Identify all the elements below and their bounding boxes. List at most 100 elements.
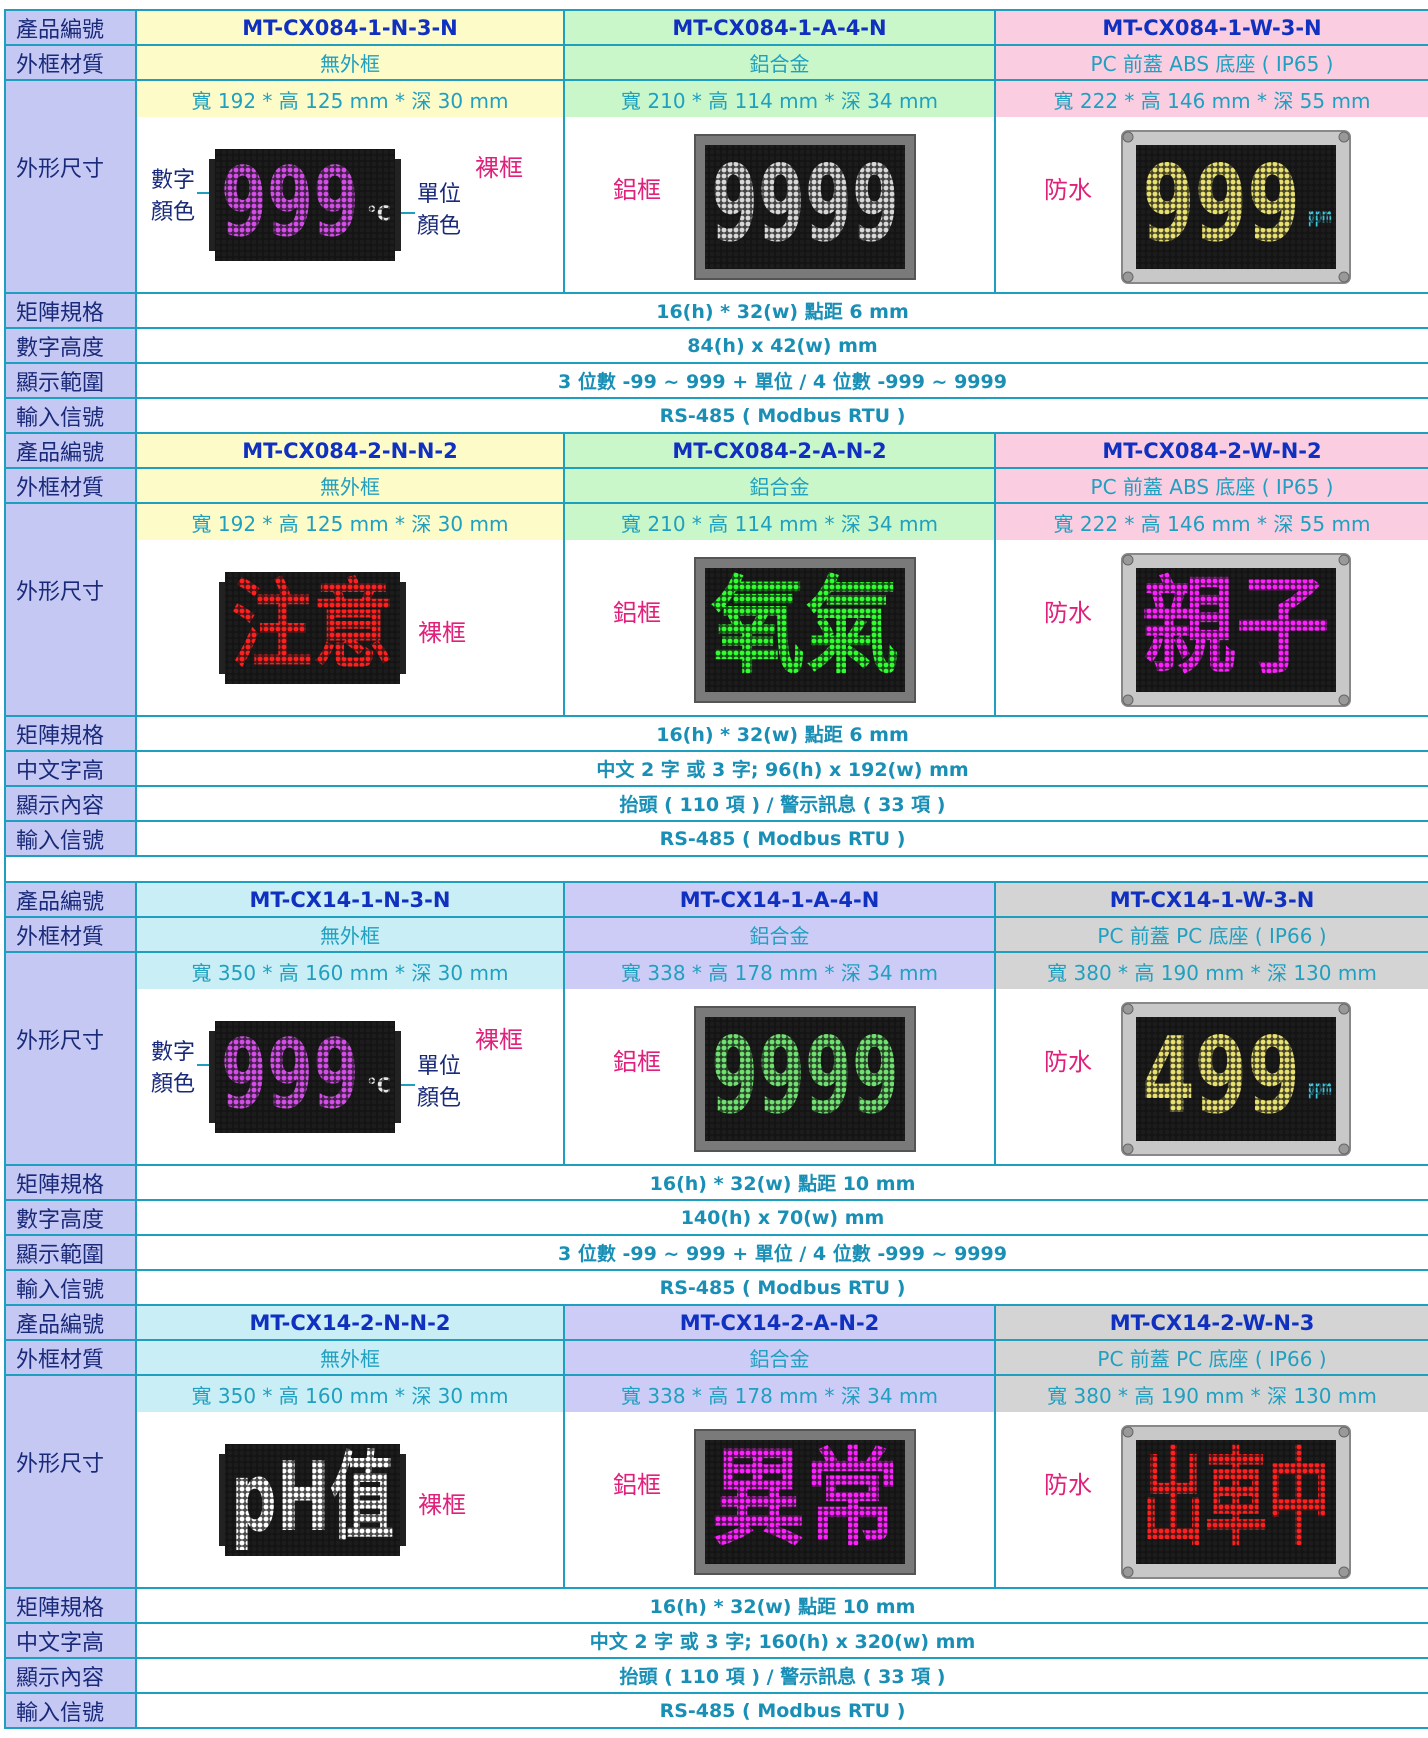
panel-row: 數字顏色單位顏色999°C裸框9999鋁框999ppm防水	[5, 117, 1428, 294]
case-screw	[1338, 1426, 1350, 1437]
dimensions: 寬 338 * 高 178 mm * 深 34 mm	[563, 951, 996, 989]
dimensions: 寬 350 * 高 160 mm * 深 30 mm	[135, 1374, 565, 1412]
model-number: MT-CX14-2-W-N-3	[994, 1304, 1428, 1341]
case-screw	[1122, 1003, 1134, 1014]
led-grid-overlay	[1136, 1016, 1336, 1141]
spec-value: 中文 2 字 或 3 字; 160(h) x 320(w) mm	[135, 1622, 1428, 1659]
gap-cell	[4, 855, 1428, 883]
panel-row: 注意裸框 氧氣鋁框親子防水	[5, 540, 1428, 717]
case-screw	[1122, 131, 1134, 142]
dimensions: 寬 380 * 高 190 mm * 深 130 mm	[994, 1374, 1428, 1412]
led-grid-overlay	[225, 1443, 400, 1556]
panel-image: 氧氣鋁框	[613, 556, 916, 703]
spec-row: 顯示範圍 3 位數 -99 ~ 999 + 單位 / 4 位數 -999 ~ 99…	[4, 362, 1428, 399]
panel-cell: 499ppm防水	[994, 989, 1428, 1166]
frame-callout: 鋁框	[613, 176, 661, 204]
frame-callout: 裸框	[418, 619, 466, 647]
dimensions: 寬 350 * 高 160 mm * 深 30 mm	[135, 951, 565, 989]
panel-image: 數字顏色單位顏色999°C裸框	[151, 147, 523, 261]
models-row: 產品編號 MT-CX084-1-N-3-N MT-CX084-1-A-4-N MT-C…	[4, 9, 1428, 46]
dimensions: 寬 210 * 高 114 mm * 深 34 mm	[563, 502, 996, 540]
panel-cell: 氧氣鋁框	[563, 540, 996, 717]
spec-value: RS-485 ( Modbus RTU )	[135, 1269, 1428, 1306]
frame-callout: 裸框	[418, 1491, 466, 1519]
panel-cell: 出車中防水	[994, 1412, 1428, 1589]
model-number: MT-CX084-2-A-N-2	[563, 432, 996, 469]
led-grid-overlay	[705, 144, 905, 269]
panel-image: 999ppm防水	[1044, 129, 1351, 284]
led-grid-overlay	[215, 1020, 395, 1133]
digit-color-label: 數字	[151, 168, 195, 193]
led-grid-overlay	[215, 148, 395, 261]
panel-cell: 數字顏色單位顏色999°C裸框	[135, 117, 565, 294]
row-label: 外框材質	[4, 916, 137, 953]
row-label: 輸入信號	[4, 397, 137, 434]
spec-value: 中文 2 字 或 3 字; 96(h) x 192(w) mm	[135, 750, 1428, 787]
spec-value: 抬頭 ( 110 項 ) / 警示訊息 ( 33 項 )	[135, 1657, 1428, 1694]
row-label: 中文字高	[4, 750, 137, 787]
unit-color-label: 顏色	[417, 1086, 461, 1111]
panel-row: 數字顏色單位顏色999°C裸框9999鋁框499ppm防水	[5, 989, 1428, 1166]
panel-image: 9999鋁框	[613, 133, 916, 280]
panel-cell: pH值裸框	[135, 1412, 565, 1589]
models-row: 產品編號 MT-CX084-2-N-N-2 MT-CX084-2-A-N-2 MT-C…	[4, 432, 1428, 469]
panel-image: 出車中防水	[1044, 1424, 1351, 1579]
size-row: 外形尺寸寬 192 * 高 125 mm * 深 30 mm 寬 210 * 高 …	[4, 502, 1428, 717]
spec-row: 數字高度 84(h) x 42(w) mm	[4, 327, 1428, 364]
row-label: 外框材質	[4, 467, 137, 504]
spec-value: 84(h) x 42(w) mm	[135, 327, 1428, 364]
model-number: MT-CX14-1-W-3-N	[994, 881, 1428, 918]
row-label: 產品編號	[4, 881, 137, 918]
spec-row: 矩陣規格 16(h) * 32(w) 點距 6 mm	[4, 292, 1428, 329]
digit-color-label: 顏色	[151, 200, 195, 225]
material: 無外框	[135, 44, 565, 81]
row-label: 外形尺寸	[4, 1374, 137, 1589]
spec-row: 輸入信號 RS-485 ( Modbus RTU )	[4, 820, 1428, 857]
case-screw	[1338, 554, 1350, 565]
table-body: 產品編號 MT-CX084-1-N-3-N MT-CX084-1-A-4-N MT-C…	[4, 9, 1428, 1729]
row-label: 產品編號	[4, 1304, 137, 1341]
frame-callout: 防水	[1044, 1471, 1092, 1499]
frame-callout: 防水	[1044, 1048, 1092, 1076]
led-grid-overlay	[1136, 567, 1336, 692]
row-label: 數字高度	[4, 1199, 137, 1236]
model-number: MT-CX14-1-A-4-N	[563, 881, 996, 918]
led-grid-overlay	[1136, 144, 1336, 269]
row-label: 矩陣規格	[4, 715, 137, 752]
spec-value: 3 位數 -99 ~ 999 + 單位 / 4 位數 -999 ~ 9999	[135, 1234, 1428, 1271]
panel-cell: 異常鋁框	[563, 1412, 996, 1589]
spec-row: 輸入信號 RS-485 ( Modbus RTU )	[4, 1692, 1428, 1729]
model-number: MT-CX14-2-N-N-2	[135, 1304, 565, 1341]
led-grid-overlay	[705, 1016, 905, 1141]
case-screw	[1338, 131, 1350, 142]
size-row: 外形尺寸寬 192 * 高 125 mm * 深 30 mm 寬 210 * 高 …	[4, 79, 1428, 294]
frame-callout: 裸框	[475, 154, 523, 182]
spec-row: 顯示內容 抬頭 ( 110 項 ) / 警示訊息 ( 33 項 )	[4, 1657, 1428, 1694]
model-number: MT-CX14-1-N-3-N	[135, 881, 565, 918]
spec-table: 產品編號 MT-CX084-1-N-3-N MT-CX084-1-A-4-N MT-C…	[4, 9, 1428, 1729]
spec-value: 3 位數 -99 ~ 999 + 單位 / 4 位數 -999 ~ 9999	[135, 362, 1428, 399]
material: 無外框	[135, 467, 565, 504]
panel-cell: 999ppm防水	[994, 117, 1428, 294]
frame-callout: 防水	[1044, 176, 1092, 204]
row-label: 產品編號	[4, 432, 137, 469]
spec-value: 140(h) x 70(w) mm	[135, 1199, 1428, 1236]
spec-row: 數字高度 140(h) x 70(w) mm	[4, 1199, 1428, 1236]
material: 鋁合金	[563, 467, 996, 504]
materials-row: 外框材質 無外框 鋁合金 PC 前蓋 ABS 底座 ( IP65 )	[4, 44, 1428, 81]
case-screw	[1122, 271, 1134, 282]
panel-cell: 9999鋁框	[563, 117, 996, 294]
row-label: 顯示範圍	[4, 362, 137, 399]
dimensions: 寬 338 * 高 178 mm * 深 34 mm	[563, 1374, 996, 1412]
panel-image: 異常鋁框	[613, 1428, 916, 1575]
spec-row: 矩陣規格 16(h) * 32(w) 點距 10 mm	[4, 1164, 1428, 1201]
material: 鋁合金	[563, 1339, 996, 1376]
row-label: 數字高度	[4, 327, 137, 364]
frame-callout: 鋁框	[613, 1471, 661, 1499]
models-row: 產品編號 MT-CX14-2-N-N-2 MT-CX14-2-A-N-2 MT-CX1…	[4, 1304, 1428, 1341]
case-screw	[1122, 694, 1134, 705]
row-label: 外框材質	[4, 1339, 137, 1376]
case-screw	[1338, 694, 1350, 705]
material: PC 前蓋 PC 底座 ( IP66 )	[994, 916, 1428, 953]
unit-color-label: 顏色	[417, 214, 461, 239]
